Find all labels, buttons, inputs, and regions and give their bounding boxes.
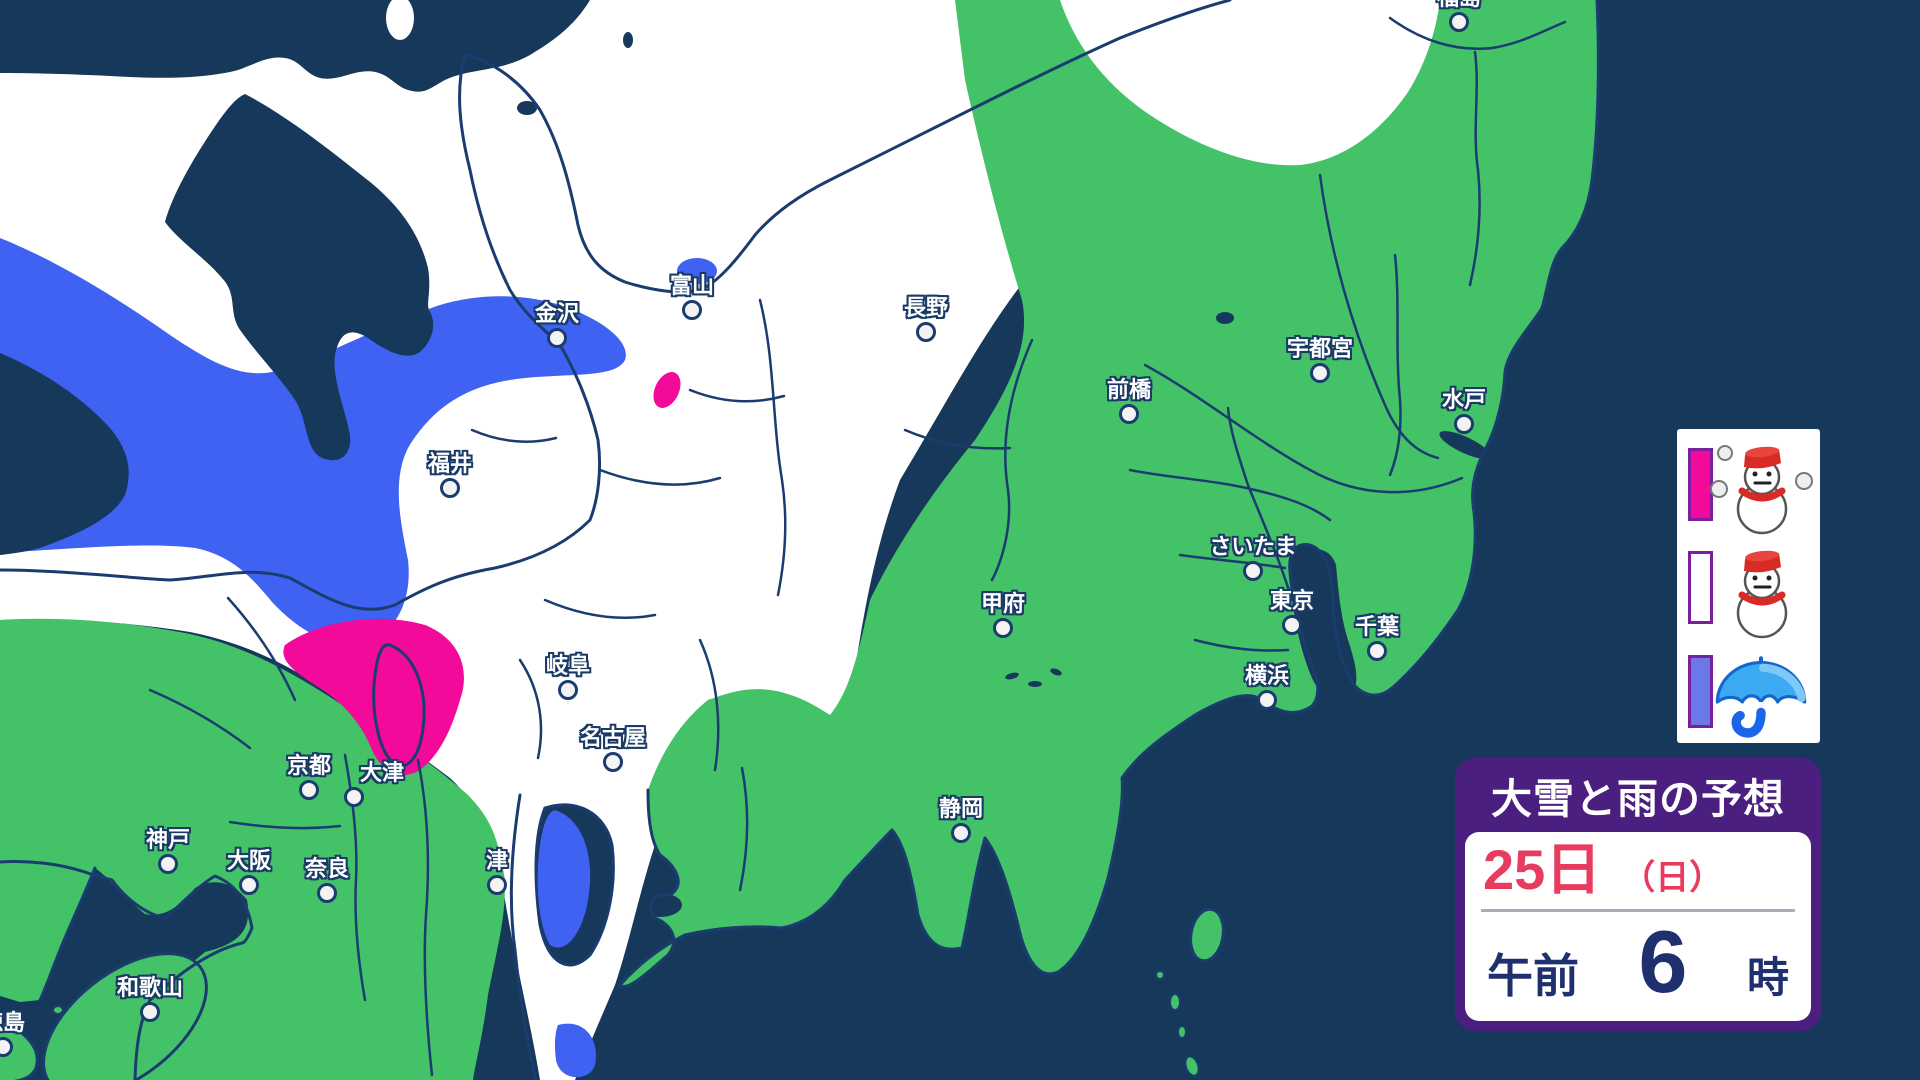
city-dot [993,618,1013,638]
snowman-icon [1736,550,1788,639]
city-dot [158,854,178,874]
fuji-lake-1 [1005,672,1019,680]
city-dot [1454,414,1474,434]
sleet-area-toyama-bay [677,258,717,284]
city-dot [344,787,364,807]
forecast-panel: 大雪と雨の予想 25日 （日） 午前 6 時 [1455,758,1821,1031]
islet-2 [1169,993,1181,1011]
izu-oshima-island [1189,907,1225,963]
forecast-weekday: （日） [1621,859,1724,897]
islet-1 [1155,970,1165,980]
city-label: 金沢 [534,301,580,326]
mikawa-bay [638,893,682,917]
forecast-am-label: 午前 [1487,950,1579,1002]
city-label: 水戸 [1441,387,1487,412]
legend-panel [1677,429,1820,743]
awaji-island [42,952,208,1080]
sea-gap-hole [386,0,414,40]
sea-gap-top [0,0,590,92]
city-dot [317,883,337,903]
forecast-hour-unit: 時 [1746,954,1789,1001]
sea-speck-2 [517,101,537,115]
city-dot [299,780,319,800]
islet-3 [1177,1025,1187,1039]
islet-4 [1184,1055,1200,1077]
lake-kasumigaura-2 [1476,457,1520,475]
sleet-area-kumano [554,1023,596,1078]
city-dot [1119,404,1139,424]
city-label: 大阪 [226,848,272,873]
city-label: さいたま [1209,534,1297,559]
city-label: 福井 [427,451,473,476]
city-label: 津 [485,848,509,873]
city-dot [682,300,702,320]
rain-swatch [1688,655,1713,728]
city-dot [1449,12,1469,32]
city-label: 東京 [1269,588,1315,613]
tokyo-bay [1289,547,1357,701]
city-label: 福島 [1437,0,1481,9]
city-label: 前橋 [1106,377,1152,402]
city-label: 長野 [903,295,949,320]
city-dot [951,823,971,843]
city-label: 奈良 [304,856,350,881]
borders-and-rivers [148,16,1567,1077]
city-dot [1282,615,1302,635]
snowman-with-snowfall-icon [1710,445,1813,535]
heavy-snow-area-hida [653,372,681,408]
snow-area-north-kanto [1060,0,1440,166]
city-dot [916,322,936,342]
coastlines [0,0,1600,1080]
city-dot [558,680,578,700]
city-dot [1243,561,1263,581]
city-dot [1310,363,1330,383]
city-label: 静岡 [938,796,984,821]
city-dot [603,752,623,772]
city-dot [140,1002,160,1022]
city-dot [1367,641,1387,661]
city-label: 甲府 [980,591,1026,616]
city-dot [1257,690,1277,710]
forecast-date: 25日 [1483,838,1602,901]
lake-chuzenji [1216,312,1234,324]
sea-gap-central [165,94,434,461]
city-label: 千葉 [1354,614,1400,639]
city-label: 神戸 [145,827,191,852]
sea-speck-1 [623,32,633,48]
sea-gap-left-wedge [0,353,129,555]
city-dot [239,875,259,895]
fuji-lake-2 [1028,681,1042,687]
city-label: 宇都宮 [1286,336,1354,361]
umbrella-icon [1715,656,1807,738]
divider [1481,909,1795,912]
city-label: 徳島 [0,1010,26,1035]
forecast-hour: 6 [1638,912,1688,1011]
city-label: 京都 [286,753,332,778]
snow-swatch [1688,551,1713,624]
city-label: 横浜 [1244,663,1290,688]
city-dot [440,478,460,498]
shikoku-corner [0,1018,39,1080]
city-dot [547,328,567,348]
lake-kasumigaura-1 [1439,431,1491,459]
sleet-area-ise [537,810,591,948]
forecast-title: 大雪と雨の予想 [1491,776,1785,822]
forecast-time-row: 午前 6 時 [1465,912,1811,1006]
city-label: 大津 [359,760,405,785]
city-label: 岐阜 [545,653,591,678]
forecast-date-row: 25日 （日） [1465,832,1811,899]
city-dot [0,1037,13,1057]
islet-kitan [52,1005,64,1015]
forecast-body: 25日 （日） 午前 6 時 [1465,832,1811,1021]
fuji-lake-3 [1050,668,1062,676]
city-label: 名古屋 [579,725,647,750]
city-label: 富山 [669,273,715,298]
city-dot [487,875,507,895]
rain-area-kanto [620,0,1599,987]
city-label: 和歌山 [116,975,184,1000]
